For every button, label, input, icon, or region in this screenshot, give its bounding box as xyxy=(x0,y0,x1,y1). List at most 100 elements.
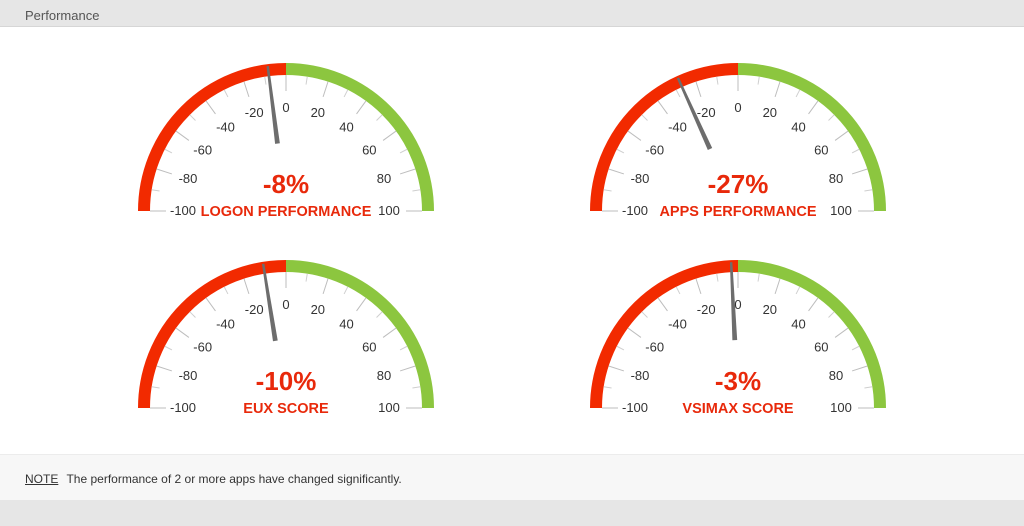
gauge-tick-label: -60 xyxy=(193,143,212,158)
gauge-major-tick xyxy=(851,365,868,372)
gauge-tick-label: 20 xyxy=(311,105,325,120)
gauge-tick-label: 100 xyxy=(378,400,400,415)
gauge-name: EUX SCORE xyxy=(243,401,329,417)
gauge-minor-tick xyxy=(343,286,349,295)
gauge-tick-label: -80 xyxy=(179,171,198,186)
gauge-value: -27% xyxy=(708,169,769,199)
gauge-tick-label: 60 xyxy=(814,340,828,355)
gauge-tick-label: -60 xyxy=(645,340,664,355)
gauge-band-negative xyxy=(138,63,287,212)
gauge-major-tick xyxy=(205,297,216,312)
gauge-tick-label: -80 xyxy=(631,368,650,383)
gauge-tick-label: 60 xyxy=(362,143,376,158)
gauge-major-tick xyxy=(175,327,190,338)
gauge-minor-tick xyxy=(757,76,760,85)
gauge-minor-tick xyxy=(851,345,860,351)
gauge-tick-label: -20 xyxy=(245,105,264,120)
gauge-minor-tick xyxy=(223,89,229,98)
gauge-tick-label: -80 xyxy=(179,368,198,383)
gauge-tick-label: -40 xyxy=(216,317,235,332)
gauge-major-tick xyxy=(608,168,625,175)
gauge-major-tick xyxy=(156,168,173,175)
gauge-major-tick xyxy=(356,100,367,115)
panel-title: Performance xyxy=(25,8,100,23)
gauge-tick-label: 80 xyxy=(377,171,391,186)
gauge-minor-tick xyxy=(716,76,719,85)
gauge-name: LOGON PERFORMANCE xyxy=(201,204,372,220)
gauge-tick-label: 0 xyxy=(282,297,289,312)
gauge-tick-label: 20 xyxy=(311,302,325,317)
gauge-band-positive xyxy=(285,260,434,409)
gauge-minor-tick xyxy=(603,189,612,192)
gauge-major-tick xyxy=(851,168,868,175)
gauge-tick-label: -20 xyxy=(697,302,716,317)
gauge-tick-label: -40 xyxy=(668,120,687,135)
gauge-tick-label: 60 xyxy=(814,143,828,158)
gauge-value: -10% xyxy=(256,366,317,396)
gauge-tick-label: 100 xyxy=(830,203,852,218)
gauge-minor-tick xyxy=(151,386,160,389)
gauge-minor-tick xyxy=(641,114,648,121)
gauge-tick-label: -60 xyxy=(193,340,212,355)
gauge-minor-tick xyxy=(305,273,308,282)
gauge-name: VSIMAX SCORE xyxy=(682,401,794,417)
gauge-value: -8% xyxy=(263,169,309,199)
gauge-minor-tick xyxy=(828,114,835,121)
gauge-needle xyxy=(676,77,713,151)
gauge-major-tick xyxy=(808,297,819,312)
gauge-major-tick xyxy=(627,130,642,141)
gauge-major-tick xyxy=(175,130,190,141)
gauge-tick-label: -100 xyxy=(170,400,196,415)
gauge-major-tick xyxy=(695,278,702,295)
gauge-tick-label: 40 xyxy=(791,317,805,332)
gauge-band-negative xyxy=(590,63,739,212)
gauge-major-tick xyxy=(205,100,216,115)
gauge-minor-tick xyxy=(412,386,421,389)
gauge-major-tick xyxy=(399,168,416,175)
gauge-minor-tick xyxy=(376,114,383,121)
note-bar: NOTE The performance of 2 or more apps h… xyxy=(0,454,1024,500)
gauge-major-tick xyxy=(322,81,329,98)
note-text: The performance of 2 or more apps have c… xyxy=(66,472,402,486)
gauge-tick-label: -20 xyxy=(697,105,716,120)
gauge-tick-label: 80 xyxy=(829,368,843,383)
note-label: NOTE xyxy=(25,472,59,486)
gauge-minor-tick xyxy=(376,311,383,318)
footer-bar xyxy=(0,500,1024,526)
gauge-needle xyxy=(266,66,280,144)
gauge-minor-tick xyxy=(264,76,267,85)
gauge-minor-tick xyxy=(603,386,612,389)
gauge-minor-tick xyxy=(151,189,160,192)
gauge-major-tick xyxy=(322,278,329,295)
gauge-minor-tick xyxy=(616,148,625,154)
gauge-tick-label: 80 xyxy=(377,368,391,383)
gauge-major-tick xyxy=(808,100,819,115)
gauge-tick-label: -80 xyxy=(631,171,650,186)
gauge-minor-tick xyxy=(164,148,173,154)
gauge-band-positive xyxy=(737,260,886,409)
gauge-minor-tick xyxy=(399,148,408,154)
gauge-band-positive xyxy=(285,63,434,212)
gauge-name: APPS PERFORMANCE xyxy=(659,204,816,220)
gauge-tick-label: 0 xyxy=(282,100,289,115)
gauge-tick-label: 40 xyxy=(339,120,353,135)
gauge-major-tick xyxy=(774,81,781,98)
gauge-tick-label: -60 xyxy=(645,143,664,158)
gauge-minor-tick xyxy=(795,286,801,295)
gauge-minor-tick xyxy=(616,345,625,351)
gauge-tick-label: -20 xyxy=(245,302,264,317)
gauge-minor-tick xyxy=(399,345,408,351)
gauge-major-tick xyxy=(156,365,173,372)
gauge-tick-label: -100 xyxy=(622,400,648,415)
gauge-minor-tick xyxy=(189,114,196,121)
gauge-band-negative xyxy=(138,260,287,409)
gauge-tick-label: 40 xyxy=(791,120,805,135)
gauge-minor-tick xyxy=(343,89,349,98)
gauge-major-tick xyxy=(356,297,367,312)
gauge-minor-tick xyxy=(864,386,873,389)
